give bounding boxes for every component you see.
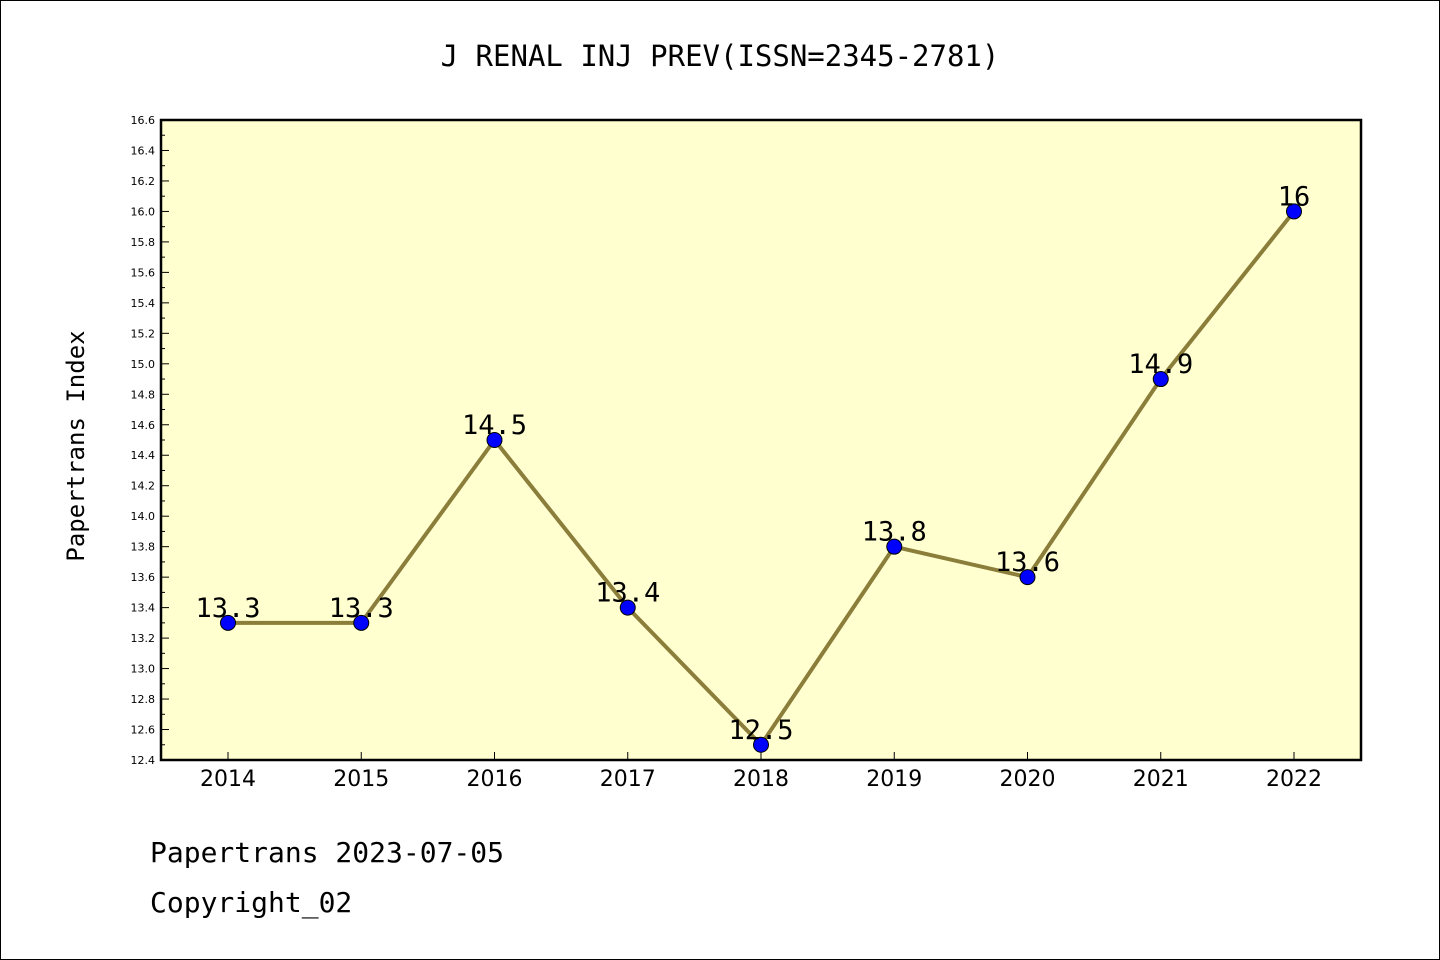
y-tick-label: 14.0 — [131, 510, 156, 523]
y-tick-label: 15.2 — [131, 327, 156, 340]
footer-date: Papertrans 2023-07-05 — [150, 836, 505, 869]
y-tick-label: 16.6 — [131, 114, 156, 127]
y-tick-label: 13.4 — [131, 602, 156, 615]
x-tick-label: 2021 — [1133, 767, 1189, 792]
data-point — [753, 736, 769, 753]
y-tick-label: 12.4 — [131, 754, 156, 767]
data-label: 13.3 — [329, 593, 394, 624]
y-axis-label: Papertrans Index — [62, 330, 90, 561]
data-label: 14.9 — [1128, 349, 1193, 380]
y-tick-label: 14.4 — [131, 449, 156, 462]
x-tick-label: 2018 — [733, 767, 789, 792]
y-tick-label: 15.4 — [131, 297, 156, 310]
y-tick-label: 13.0 — [131, 663, 156, 676]
data-point — [353, 614, 370, 631]
y-tick-label: 15.6 — [131, 266, 156, 279]
footer-copyright: Copyright_02 — [150, 886, 353, 919]
data-point — [619, 599, 636, 616]
y-tick-label: 15.8 — [131, 236, 156, 249]
y-tick-label: 13.6 — [131, 571, 156, 584]
data-point — [486, 432, 503, 448]
data-label: 13.8 — [862, 517, 927, 548]
y-tick-label: 15.0 — [131, 358, 156, 371]
data-point — [220, 614, 236, 631]
y-tick-label: 14.2 — [131, 480, 156, 493]
data-label: 14.5 — [462, 410, 527, 441]
series-layer: 13.3 13.3 14.5 13.4 12.5 13.8 13.6 14.9 16 — [195, 181, 1311, 753]
x-tick-label: 2016 — [467, 767, 523, 792]
x-tick-label: 2015 — [333, 767, 389, 792]
y-tick-label: 14.8 — [131, 388, 156, 401]
y-tick-label: 12.6 — [131, 724, 156, 737]
data-point — [1019, 569, 1036, 586]
plot-area — [161, 120, 1361, 760]
y-tick-label: 16.2 — [131, 175, 156, 188]
data-label: 12.5 — [728, 715, 793, 746]
y-tick-label: 16.0 — [131, 205, 156, 218]
y-tick-label: 13.8 — [131, 541, 156, 554]
x-tick-label: 2019 — [866, 767, 922, 792]
y-tick-label: 14.6 — [131, 419, 156, 432]
data-label: 13.3 — [195, 593, 260, 624]
x-tick-label: 2022 — [1266, 767, 1322, 792]
x-tick-label: 2020 — [1000, 767, 1056, 792]
data-point — [1152, 371, 1169, 388]
chart-title: J RENAL INJ PREV(ISSN=2345-2781) — [441, 39, 1000, 73]
data-point — [1286, 203, 1302, 220]
x-axis: 2014 2015 2016 2017 2018 2019 2020 2021 2022 — [200, 752, 1322, 792]
y-tick-label: 13.2 — [131, 632, 156, 645]
x-tick-label: 2017 — [600, 767, 656, 792]
y-axis: 12.4 12.6 12.8 13.0 13.2 13.4 13.6 13.8 14.0 14.2… — [131, 114, 169, 767]
data-label: 13.4 — [595, 578, 660, 609]
data-point — [886, 538, 903, 555]
y-tick-label: 12.8 — [131, 693, 156, 706]
plot-border — [159, 118, 1363, 762]
data-label: 13.6 — [995, 547, 1060, 578]
y-tick-label: 16.4 — [131, 144, 156, 157]
data-label: 16 — [1278, 181, 1311, 212]
x-tick-label: 2014 — [200, 767, 256, 792]
